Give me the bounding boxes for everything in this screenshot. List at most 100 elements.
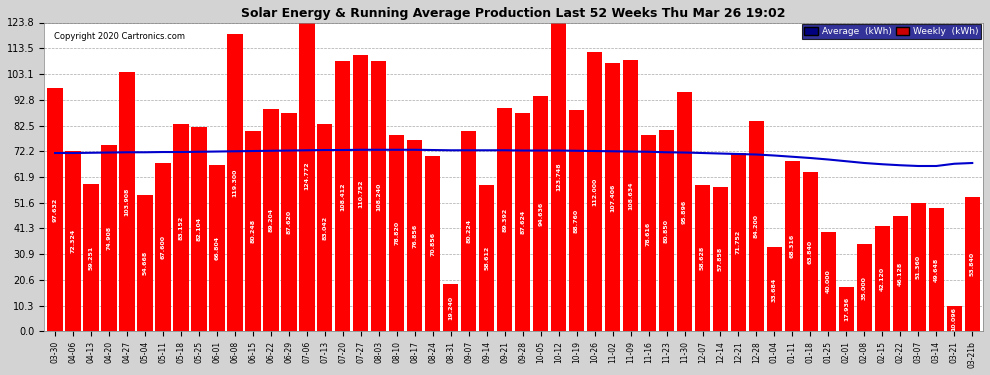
Text: 84.200: 84.200 [754, 214, 759, 238]
Text: 35.000: 35.000 [862, 276, 867, 300]
Bar [371, 62, 386, 332]
Bar [875, 226, 890, 332]
Text: 94.636: 94.636 [539, 201, 544, 226]
Bar [569, 110, 584, 332]
Bar [120, 72, 135, 332]
Bar [65, 151, 81, 332]
Text: 108.634: 108.634 [628, 182, 633, 210]
Bar [929, 208, 943, 332]
Title: Solar Energy & Running Average Production Last 52 Weeks Thu Mar 26 19:02: Solar Energy & Running Average Productio… [242, 7, 786, 20]
Bar [461, 131, 476, 332]
Text: 51.360: 51.360 [916, 255, 921, 279]
Text: 80.248: 80.248 [250, 219, 255, 243]
Bar [228, 34, 243, 332]
Bar [587, 52, 602, 332]
Bar [893, 216, 908, 332]
Text: 19.240: 19.240 [448, 296, 453, 320]
Bar [821, 232, 836, 332]
Text: 80.224: 80.224 [466, 219, 471, 243]
Text: 71.752: 71.752 [736, 230, 741, 254]
Text: 67.600: 67.600 [160, 235, 165, 259]
Bar [605, 63, 620, 332]
Bar [911, 203, 926, 332]
Text: 78.820: 78.820 [394, 221, 399, 245]
Bar [353, 55, 368, 332]
Text: 124.772: 124.772 [304, 162, 309, 190]
Bar [551, 23, 566, 332]
Bar [731, 153, 746, 332]
Text: 123.748: 123.748 [556, 163, 561, 191]
Bar [299, 20, 315, 332]
Text: 46.128: 46.128 [898, 262, 903, 286]
Text: 49.648: 49.648 [934, 258, 939, 282]
Bar [695, 185, 710, 332]
Text: 17.936: 17.936 [843, 297, 848, 321]
Bar [389, 135, 405, 332]
Text: 42.120: 42.120 [880, 267, 885, 291]
Bar [803, 172, 818, 332]
Bar [444, 284, 458, 332]
Bar [83, 184, 99, 332]
Text: 88.760: 88.760 [574, 209, 579, 233]
Bar [748, 122, 764, 332]
Bar [641, 135, 656, 332]
Bar [407, 140, 423, 332]
Text: 83.042: 83.042 [323, 216, 328, 240]
Text: 89.204: 89.204 [268, 208, 273, 232]
Legend: Average  (kWh), Weekly  (kWh): Average (kWh), Weekly (kWh) [802, 24, 981, 39]
Text: 95.896: 95.896 [682, 200, 687, 224]
Text: 103.908: 103.908 [125, 188, 130, 216]
Text: 33.684: 33.684 [772, 277, 777, 302]
Text: 108.412: 108.412 [341, 182, 346, 211]
Bar [191, 127, 207, 332]
Text: 97.632: 97.632 [52, 198, 57, 222]
Text: 59.251: 59.251 [88, 246, 93, 270]
Text: 107.406: 107.406 [610, 183, 615, 211]
Bar [479, 185, 494, 332]
Text: 70.856: 70.856 [431, 231, 436, 255]
Bar [317, 124, 333, 332]
Text: Copyright 2020 Cartronics.com: Copyright 2020 Cartronics.com [53, 32, 185, 41]
Bar [785, 161, 800, 332]
Text: 10.096: 10.096 [951, 307, 956, 331]
Text: 119.300: 119.300 [233, 168, 238, 197]
Bar [246, 131, 260, 332]
Text: 78.616: 78.616 [646, 221, 651, 246]
Text: 110.752: 110.752 [358, 179, 363, 208]
Bar [713, 187, 728, 332]
Text: 58.612: 58.612 [484, 246, 489, 270]
Text: 40.000: 40.000 [826, 270, 831, 293]
Bar [839, 287, 854, 332]
Text: 112.000: 112.000 [592, 178, 597, 206]
Bar [767, 248, 782, 332]
Text: 58.628: 58.628 [700, 246, 705, 270]
Bar [173, 124, 189, 332]
Text: 72.324: 72.324 [70, 229, 75, 254]
Bar [515, 113, 531, 332]
Text: 57.858: 57.858 [718, 247, 723, 272]
Text: 108.240: 108.240 [376, 182, 381, 211]
Bar [336, 62, 350, 332]
Bar [138, 195, 152, 332]
Bar [964, 197, 980, 332]
Bar [946, 306, 962, 332]
Text: 53.840: 53.840 [970, 252, 975, 276]
Text: 68.316: 68.316 [790, 234, 795, 258]
Bar [497, 108, 512, 332]
Text: 66.804: 66.804 [215, 236, 220, 260]
Bar [101, 144, 117, 332]
Text: 87.620: 87.620 [286, 210, 291, 234]
Text: 54.668: 54.668 [143, 251, 148, 276]
Bar [209, 165, 225, 332]
Bar [425, 156, 441, 332]
Text: 82.104: 82.104 [196, 217, 201, 241]
Bar [263, 109, 278, 332]
Text: 80.850: 80.850 [664, 219, 669, 243]
Text: 63.840: 63.840 [808, 240, 813, 264]
Bar [677, 92, 692, 332]
Text: 89.392: 89.392 [502, 207, 507, 232]
Text: 83.152: 83.152 [178, 216, 183, 240]
Text: 87.624: 87.624 [520, 210, 525, 234]
Text: 76.856: 76.856 [412, 224, 417, 248]
Bar [856, 244, 872, 332]
